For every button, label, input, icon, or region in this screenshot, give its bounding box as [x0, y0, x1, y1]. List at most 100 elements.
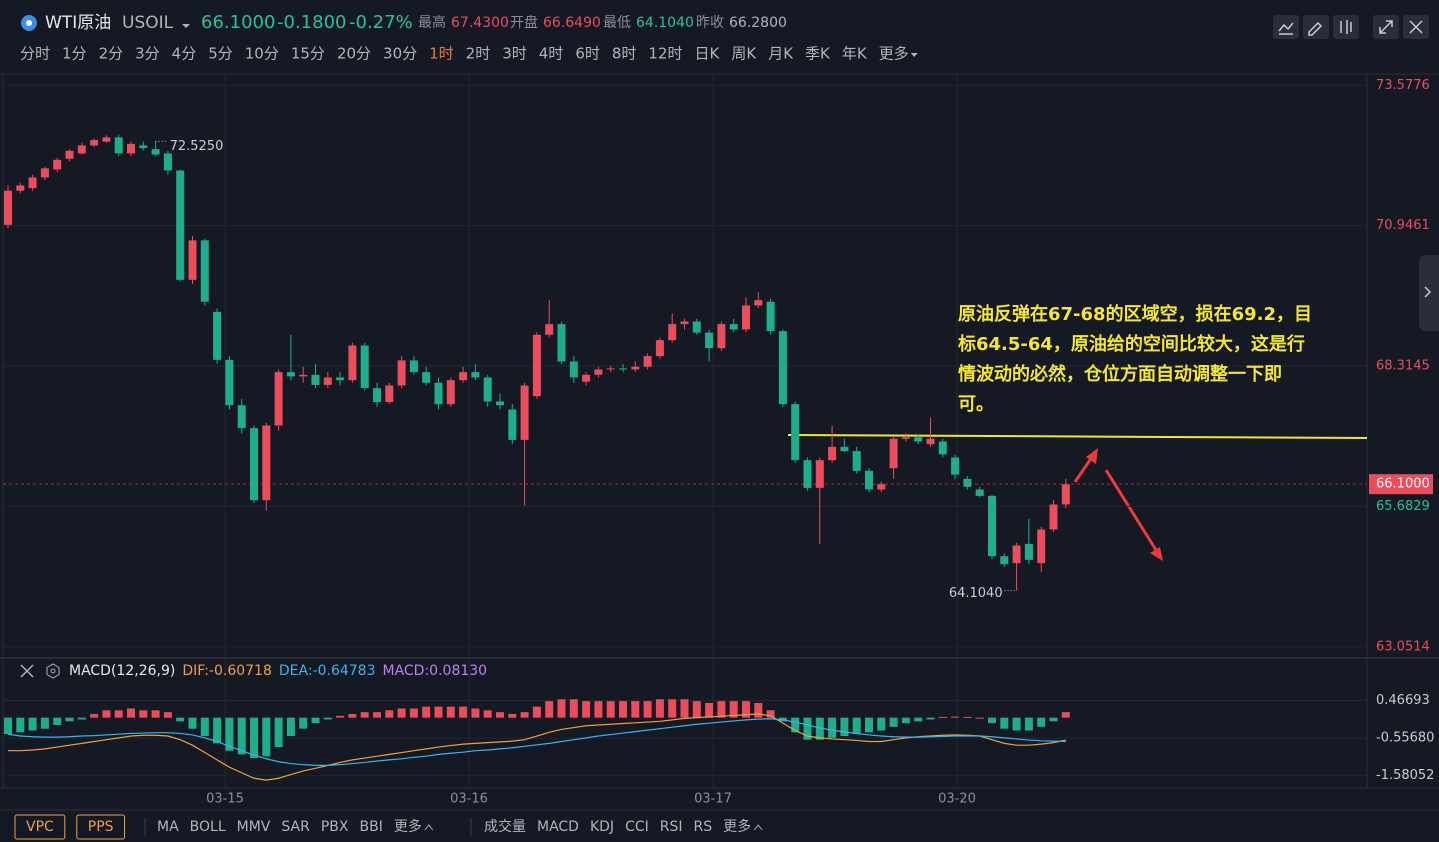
toolbar-item[interactable]: 更多: [723, 818, 751, 835]
toolbar-item[interactable]: SAR: [281, 819, 310, 835]
toolbar-item[interactable]: BOLL: [190, 819, 226, 835]
toolbar-item[interactable]: MA: [157, 819, 179, 835]
candle-body: [877, 484, 886, 490]
timeframe-tab[interactable]: 更多: [879, 45, 909, 63]
timeframe-tab[interactable]: 4时: [539, 45, 564, 63]
timeframe-tab[interactable]: 月K: [768, 45, 794, 63]
candle-body: [471, 372, 480, 378]
toolbar-item[interactable]: PBX: [321, 819, 349, 835]
macd-bar: [889, 717, 898, 727]
toolbar-button[interactable]: VPC: [26, 819, 54, 835]
timeframe-tab[interactable]: 3时: [502, 45, 527, 63]
timeframe-tab[interactable]: 30分: [383, 45, 417, 63]
symbol-code[interactable]: USOIL: [122, 13, 174, 33]
candle-body: [77, 145, 86, 154]
toolbar-item[interactable]: MMV: [237, 819, 271, 835]
timeframe-tab[interactable]: 20分: [337, 45, 371, 63]
date-grid: [224, 74, 958, 788]
macd-bar: [299, 717, 308, 729]
timeframe-tab[interactable]: 12时: [648, 45, 682, 63]
candle-body: [557, 324, 566, 362]
macd-bar: [914, 717, 923, 722]
macd-bar: [766, 710, 775, 718]
candle-body: [901, 437, 910, 439]
timeframe-tab[interactable]: 1时: [429, 45, 454, 63]
timeframe-tab[interactable]: 2时: [466, 45, 491, 63]
toolbar-button[interactable]: PPS: [88, 819, 114, 835]
timeframe-tab[interactable]: 日K: [695, 45, 721, 63]
timeframe-tab[interactable]: 4分: [172, 45, 197, 63]
dea-line: [7, 718, 1066, 766]
macd-bar: [311, 717, 320, 724]
candle-body: [951, 457, 960, 475]
candle-body: [778, 331, 787, 405]
macd-bar: [938, 716, 947, 718]
toolbar-item[interactable]: 成交量: [484, 818, 526, 835]
candle-body: [791, 404, 800, 461]
timeframe-tab[interactable]: 8时: [612, 45, 637, 63]
macd-bar: [286, 717, 295, 737]
timeframe-tab[interactable]: 2分: [99, 45, 124, 63]
candle-body: [151, 149, 160, 155]
macd-bar: [127, 708, 135, 718]
last-price-label: 66.1000: [1376, 477, 1430, 492]
date-label: 03-15: [206, 792, 244, 807]
toolbar-item[interactable]: 更多: [394, 818, 422, 835]
candle-body: [1024, 543, 1033, 560]
macd-legend: MACD:0.08130: [383, 663, 488, 679]
macd-bar: [655, 699, 664, 718]
macd-bar: [323, 717, 332, 720]
toolbar-item[interactable]: CCI: [625, 819, 649, 835]
timeframe-tab[interactable]: 分时: [20, 45, 50, 63]
timeframe-tab[interactable]: 15分: [291, 45, 325, 63]
macd-tick-label: -0.55680: [1376, 731, 1434, 746]
stat-value: 66.6490: [543, 15, 601, 31]
timeframe-tab[interactable]: 1分: [62, 45, 87, 63]
timeframe-tab[interactable]: 3分: [135, 45, 160, 63]
dropdown-caret: [182, 24, 190, 28]
candle-body: [188, 240, 197, 280]
annotation-text: 可。: [958, 394, 994, 415]
candle-body: [828, 446, 837, 461]
close-icon[interactable]: [20, 664, 34, 678]
candle-body: [299, 374, 308, 377]
toolbar-item[interactable]: KDJ: [590, 819, 614, 835]
toolbar-item[interactable]: MACD: [537, 819, 579, 835]
candle-body: [569, 361, 578, 378]
expand-caret: [753, 824, 763, 831]
candle-body: [65, 150, 74, 159]
stat-value: 67.4300: [451, 15, 509, 31]
macd-bar: [791, 717, 800, 733]
expand-caret: [424, 824, 434, 831]
macd-bar: [1049, 717, 1058, 722]
timeframe-tab[interactable]: 年K: [842, 45, 868, 63]
toolbar-item[interactable]: RSI: [660, 819, 683, 835]
timeframe-tab[interactable]: 5分: [208, 45, 233, 63]
settings-icon[interactable]: [46, 663, 60, 679]
macd-bar: [951, 716, 960, 718]
candle-body: [926, 438, 935, 445]
candle-body: [766, 301, 775, 332]
button-frame: [76, 814, 126, 840]
timeframe-tab[interactable]: 周K: [731, 45, 757, 63]
candle-body: [200, 240, 209, 302]
timeframe-tab[interactable]: 10分: [245, 45, 279, 63]
timeframe-tab[interactable]: 6时: [575, 45, 600, 63]
toolbar-item[interactable]: RS: [694, 819, 713, 835]
toolbar-item[interactable]: BBI: [359, 819, 382, 835]
macd-bar: [151, 710, 160, 718]
macd-bar: [1000, 717, 1009, 729]
candle-body: [840, 446, 849, 452]
macd-bar: [163, 712, 172, 718]
macd-bar: [188, 717, 197, 729]
macd-bar: [901, 717, 910, 724]
timeframe-tab[interactable]: 季K: [805, 45, 831, 63]
macd-bar: [16, 717, 25, 733]
candle-body: [311, 374, 320, 385]
candle-body: [655, 340, 664, 357]
macd-bar: [139, 710, 148, 718]
macd-bar: [28, 717, 37, 731]
macd-bar: [483, 710, 492, 718]
macd-bar: [213, 717, 222, 744]
candle-body: [496, 401, 504, 406]
